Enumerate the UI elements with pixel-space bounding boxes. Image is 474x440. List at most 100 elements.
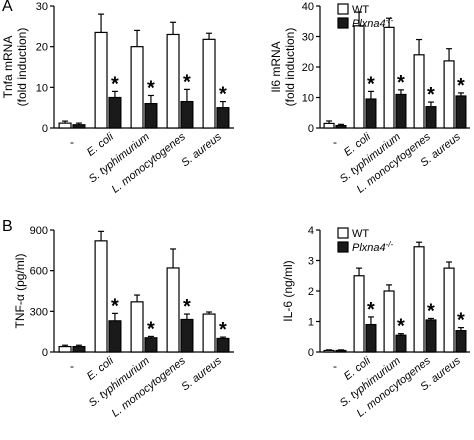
legend-label-wt: WT xyxy=(352,228,369,240)
y-tick-label: 0 xyxy=(308,123,314,135)
legend-swatch-wt xyxy=(337,3,349,15)
y-axis-label: (fold induction) xyxy=(283,28,297,107)
bar xyxy=(365,98,377,129)
significance-star: * xyxy=(147,77,155,99)
bar xyxy=(72,124,86,129)
bar xyxy=(58,122,72,129)
legend-label-ko-superscript: -/- xyxy=(386,240,394,249)
bar xyxy=(180,318,194,353)
bar xyxy=(353,25,365,129)
significance-star: * xyxy=(397,72,405,94)
y-tick-label: 10 xyxy=(302,93,314,105)
bar xyxy=(94,31,108,129)
significance-star: * xyxy=(219,319,227,341)
y-tick-label: 4 xyxy=(308,225,314,237)
y-axis-label: Il6 mRNA xyxy=(269,41,283,92)
bar xyxy=(94,240,108,353)
bar xyxy=(425,106,437,129)
y-axis-label: Tnfa mRNA xyxy=(1,36,15,99)
bar xyxy=(425,319,437,353)
panel-label-a: A xyxy=(2,0,13,15)
legend-label-ko: Plxna4-/- xyxy=(352,240,394,254)
x-tick-label: - xyxy=(333,135,337,149)
legend-label-ko: Plxna4-/- xyxy=(352,16,394,30)
significance-star: * xyxy=(397,316,405,338)
bar xyxy=(166,267,180,353)
y-tick-label: 20 xyxy=(36,42,48,54)
y-tick-label: 600 xyxy=(30,266,48,278)
significance-star: * xyxy=(367,299,375,321)
bar xyxy=(130,301,144,353)
y-tick-label: 30 xyxy=(302,32,314,44)
y-tick-label: 30 xyxy=(36,1,48,13)
y-tick-label: 40 xyxy=(302,1,314,13)
legend-swatch-ko xyxy=(337,241,349,253)
x-tick-label: E. coli xyxy=(85,131,116,159)
legend-label-ko-superscript: -/- xyxy=(386,16,394,25)
bar xyxy=(72,345,86,353)
y-tick-label: 20 xyxy=(302,62,314,74)
bar xyxy=(395,334,407,353)
y-tick-label: 10 xyxy=(36,82,48,94)
bar xyxy=(383,290,395,353)
bar xyxy=(108,96,122,129)
x-tick-label: S. aureus xyxy=(179,355,224,394)
bar xyxy=(413,246,425,353)
significance-star: * xyxy=(427,300,435,322)
bar xyxy=(108,320,122,353)
bar xyxy=(180,100,194,129)
bar xyxy=(443,60,455,129)
x-tick-label: - xyxy=(333,359,337,373)
significance-star: * xyxy=(457,75,465,97)
bar xyxy=(443,267,455,353)
y-tick-label: 0 xyxy=(42,123,48,135)
significance-star: * xyxy=(183,296,191,318)
y-tick-label: 0 xyxy=(308,347,314,359)
bar xyxy=(395,93,407,129)
y-tick-label: 1 xyxy=(308,317,314,329)
bar xyxy=(130,46,144,129)
y-axis-label: (fold induction) xyxy=(15,28,29,107)
legend-swatch-wt xyxy=(337,227,349,239)
y-tick-label: 2 xyxy=(308,286,314,298)
y-tick-label: 300 xyxy=(30,306,48,318)
panel-label-b: B xyxy=(2,218,13,235)
y-axis-label: IL-6 (ng/ml) xyxy=(281,260,295,321)
significance-star: * xyxy=(367,73,375,95)
bar xyxy=(455,330,467,353)
bar xyxy=(323,122,335,129)
bar xyxy=(323,349,335,353)
bar xyxy=(455,95,467,129)
significance-star: * xyxy=(111,295,119,317)
x-tick-label: - xyxy=(70,135,74,149)
legend-label-wt: WT xyxy=(352,4,369,16)
bar xyxy=(202,38,216,129)
significance-star: * xyxy=(111,73,119,95)
significance-star: * xyxy=(147,318,155,340)
bar xyxy=(335,124,347,129)
bar xyxy=(166,33,180,129)
bar xyxy=(335,349,347,353)
y-tick-label: 900 xyxy=(30,225,48,237)
x-tick-label: E. coli xyxy=(85,355,116,383)
y-tick-label: 3 xyxy=(308,256,314,268)
bar xyxy=(216,107,230,129)
bar xyxy=(144,102,158,129)
significance-star: * xyxy=(427,84,435,106)
significance-star: * xyxy=(457,310,465,332)
bar xyxy=(58,345,72,353)
legend-swatch-ko xyxy=(337,17,349,29)
x-tick-label: S. aureus xyxy=(179,131,224,170)
significance-star: * xyxy=(183,71,191,93)
significance-star: * xyxy=(219,84,227,106)
chart-tnfa-mrna: 0 10 20 30 Tnfa mRNA (fold induction) - * E. col… xyxy=(1,1,234,196)
y-tick-label: 0 xyxy=(42,347,48,359)
bar xyxy=(353,275,365,353)
bar xyxy=(365,323,377,353)
